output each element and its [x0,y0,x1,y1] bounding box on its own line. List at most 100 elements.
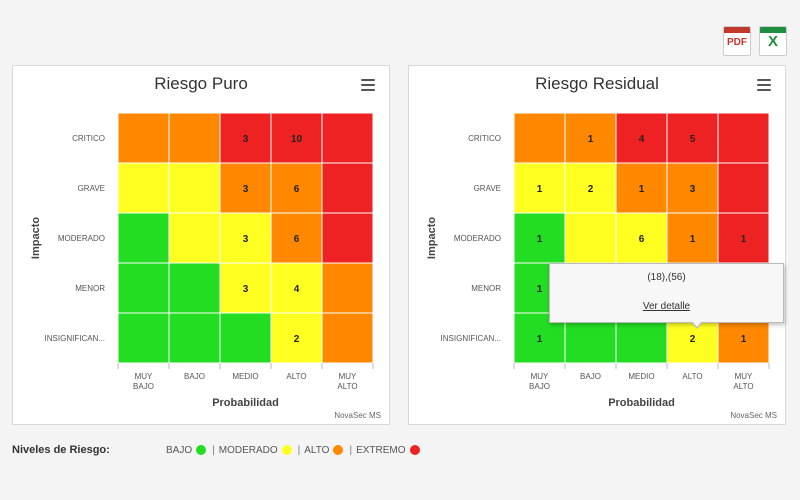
x-tick-label: MUY BAJO [133,372,154,391]
x-axis-title: Probabilidad [608,397,675,409]
heatmap-cell[interactable] [564,112,617,164]
x-tick-label: MEDIO [232,372,258,381]
x-tick-label: MUY ALTO [733,372,753,391]
riesgo-residual-panel: Riesgo Residual 1 4 5 1 2 1 3 1 6 1 1 1 1 2 1 CRITICO GR… [408,65,786,425]
legend-separator: | [212,444,215,456]
cell-value: 2 [588,184,594,195]
heatmap-cell[interactable] [270,312,323,364]
heatmap-cell[interactable] [513,212,566,264]
heatmap-cell[interactable] [615,162,668,214]
legend-item-bajo: BAJO [166,444,207,456]
cell-value: 3 [243,284,249,295]
legend-color-dot [281,445,292,455]
x-axis-title: Probabilidad [212,397,279,409]
y-tick-label: CRITICO [468,134,501,143]
heatmap-cell[interactable] [564,212,617,264]
heatmap-cell[interactable] [219,312,272,364]
heatmap-cell[interactable] [117,212,170,264]
legend-color-dot [409,445,420,455]
heatmap-cell[interactable] [117,262,170,314]
cell-value: 10 [291,134,303,145]
export-excel-button[interactable]: X [759,26,787,56]
legend-color-dot [333,445,344,455]
x-tick-label: ALTO [286,372,306,381]
y-tick-label: MENOR [75,284,105,293]
heatmap-cell[interactable] [666,212,719,264]
y-tick-label: MODERADO [454,234,501,243]
ver-detalle-link[interactable]: Ver detalle [642,301,691,312]
chart-credit: NovaSec MS [730,411,777,420]
heatmap-cell[interactable] [717,212,770,264]
risk-levels-legend: Niveles de Riesgo: BAJO | MODERADO | ALTO | EX… [12,441,800,459]
heatmap-cell[interactable] [168,112,221,164]
legend-item-label: BAJO [166,444,193,456]
heatmap-cell[interactable] [666,112,719,164]
y-tick-label: CRITICO [72,134,105,143]
heatmap-cell[interactable] [219,162,272,214]
cell-value: 3 [243,134,249,145]
y-tick-label: INSIGNIFICAN... [441,334,501,343]
excel-icon [760,27,786,33]
legend-label: Niveles de Riesgo: [12,444,110,456]
legend-color-dot [196,445,207,455]
legend-item-label: EXTREMO [356,444,406,456]
x-tick-label: MUY BAJO [529,372,550,391]
heatmap-cell[interactable] [168,312,221,364]
heatmap-cell[interactable] [117,162,170,214]
heatmap-cell[interactable] [564,162,617,214]
riesgo-puro-panel: Riesgo Puro 3 10 3 6 3 6 3 4 2 CRITICO GRAVE MODERA… [12,65,390,425]
cell-value: 1 [537,284,543,295]
y-axis-title: Impacto [30,217,42,259]
chart-menu-icon[interactable] [757,79,771,91]
legend-item-alto: ALTO [304,445,344,456]
legend-item-moderado: MODERADO [219,445,292,456]
legend-separator: | [349,444,353,456]
heatmap-cell[interactable] [717,112,770,164]
cell-value: 3 [690,184,696,195]
cell-value: 1 [741,234,747,245]
heatmap-cell[interactable] [117,312,170,364]
chart-title: Riesgo Puro [154,74,248,93]
heatmap-cell[interactable] [321,162,374,214]
y-axis-title: Impacto [426,217,438,259]
cell-value: 4 [639,134,645,145]
heatmap-cell[interactable] [513,162,566,214]
heatmap-cell[interactable] [321,312,374,364]
cell-value: 1 [588,134,594,145]
heatmap-cell[interactable] [270,262,323,314]
cell-value: 1 [639,184,645,195]
heatmap-cell[interactable] [717,162,770,214]
heatmap-cell[interactable] [321,112,374,164]
cell-value: 6 [294,234,300,245]
heatmap-cell[interactable] [270,112,323,164]
chart-title: Riesgo Residual [535,74,659,93]
heatmap-cell[interactable] [117,112,170,164]
tooltip-title: (18),(56) [647,272,686,283]
cell-value: 2 [294,334,300,345]
heatmap-cell[interactable] [513,112,566,164]
cell-value: 1 [537,234,543,245]
legend-item-label: MODERADO [218,444,278,456]
export-pdf-button[interactable]: PDF [723,26,751,56]
heatmap-cell[interactable] [168,162,221,214]
heatmap-cell[interactable] [168,212,221,264]
heatmap-cell[interactable] [168,262,221,314]
heatmap-cell[interactable] [666,162,719,214]
heatmap-cell[interactable] [321,212,374,264]
heatmap-cell[interactable] [321,262,374,314]
y-tick-label: INSIGNIFICAN... [45,334,105,343]
riesgo-residual-heatmap: 1 4 51 2 1 31 6 1 111 2 1CRITICOGRAVEMODERADOMENOR… [426,112,770,409]
cell-value: 6 [294,184,300,195]
y-tick-label: MODERADO [58,234,105,243]
y-tick-label: GRAVE [474,184,501,193]
x-tick-label: BAJO [184,372,205,381]
pdf-label: PDF [727,37,747,48]
excel-label: X [767,33,778,50]
cell-value: 5 [690,134,696,145]
cell-value: 3 [243,184,249,195]
chart-menu-icon[interactable] [361,79,375,91]
pdf-icon [724,27,750,33]
heatmap-cell[interactable] [615,112,668,164]
heatmap-cell[interactable] [219,112,272,164]
x-tick-label: MEDIO [628,372,654,381]
